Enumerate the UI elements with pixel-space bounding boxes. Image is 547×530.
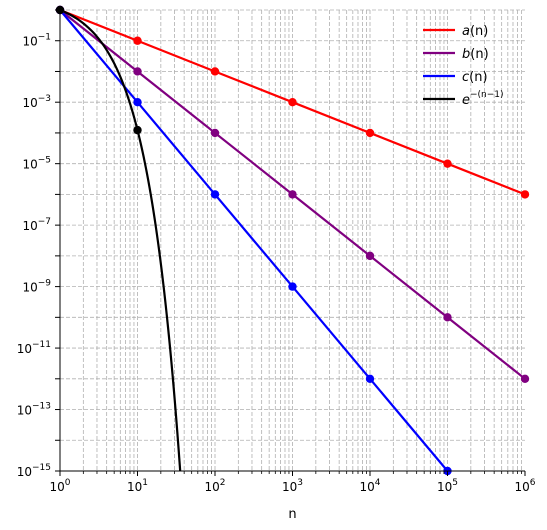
tick-labels: 100 101 102 103 104 105 106 10−1 10−3 10−5 10−7 10−… [17, 33, 536, 494]
data-point-1-3 [288, 190, 297, 199]
series-markers [55, 5, 530, 476]
y-tick-label: 10−1 [22, 33, 51, 49]
data-point-0-6 [520, 190, 530, 199]
data-point-0-5 [443, 159, 452, 168]
data-point-2-1 [133, 98, 142, 107]
y-tick-label: 10−13 [17, 402, 51, 418]
legend-item-0: a(n) [423, 24, 488, 39]
data-point-3-1 [133, 125, 142, 135]
legend-item-3: e−(n−1) [423, 90, 504, 108]
x-tick-label: 100 [49, 478, 70, 494]
legend-item-1: b(n) [423, 47, 489, 62]
data-point-1-2 [210, 128, 220, 138]
legend-item-2: c(n) [423, 70, 488, 85]
x-tick-label: 103 [282, 478, 303, 494]
legend-label: b(n) [462, 47, 489, 62]
data-point-1-6 [520, 374, 530, 383]
y-tick-label: 10−7 [22, 217, 51, 233]
y-tick-label: 10−3 [22, 94, 51, 110]
x-tick-label: 105 [437, 478, 458, 494]
data-point-0-2 [210, 67, 220, 76]
y-tick-label: 10−11 [17, 340, 51, 356]
data-point-1-1 [133, 67, 142, 76]
x-tick-label: 101 [127, 478, 148, 494]
y-tick-label: 10−9 [22, 279, 51, 295]
x-tick-label: 106 [514, 478, 535, 494]
data-point-2-4 [365, 374, 375, 383]
y-tick-label: 10−5 [22, 156, 51, 172]
y-tick-label: 10−15 [17, 463, 51, 479]
data-point-1-5 [443, 313, 452, 322]
legend-label: a(n) [462, 24, 488, 39]
data-point-2-3 [288, 282, 297, 291]
legend-label: e−(n−1) [462, 90, 504, 108]
x-tick-label: 102 [204, 478, 225, 494]
data-point-0-3 [288, 98, 297, 107]
data-point-2-2 [210, 190, 220, 199]
legend: a(n) b(n) c(n) e−(n−1) [423, 24, 504, 108]
series-line-2 [59, 9, 449, 472]
x-axis-label: n [288, 507, 296, 522]
legend-label: c(n) [462, 70, 488, 85]
x-tick-label: 104 [359, 478, 380, 494]
data-point-0-4 [365, 128, 375, 138]
series-line-3 [59, 8, 182, 472]
data-point-1-4 [365, 251, 375, 261]
grid [60, 9, 525, 471]
axes [55, 9, 526, 476]
data-point-0-1 [133, 36, 142, 45]
